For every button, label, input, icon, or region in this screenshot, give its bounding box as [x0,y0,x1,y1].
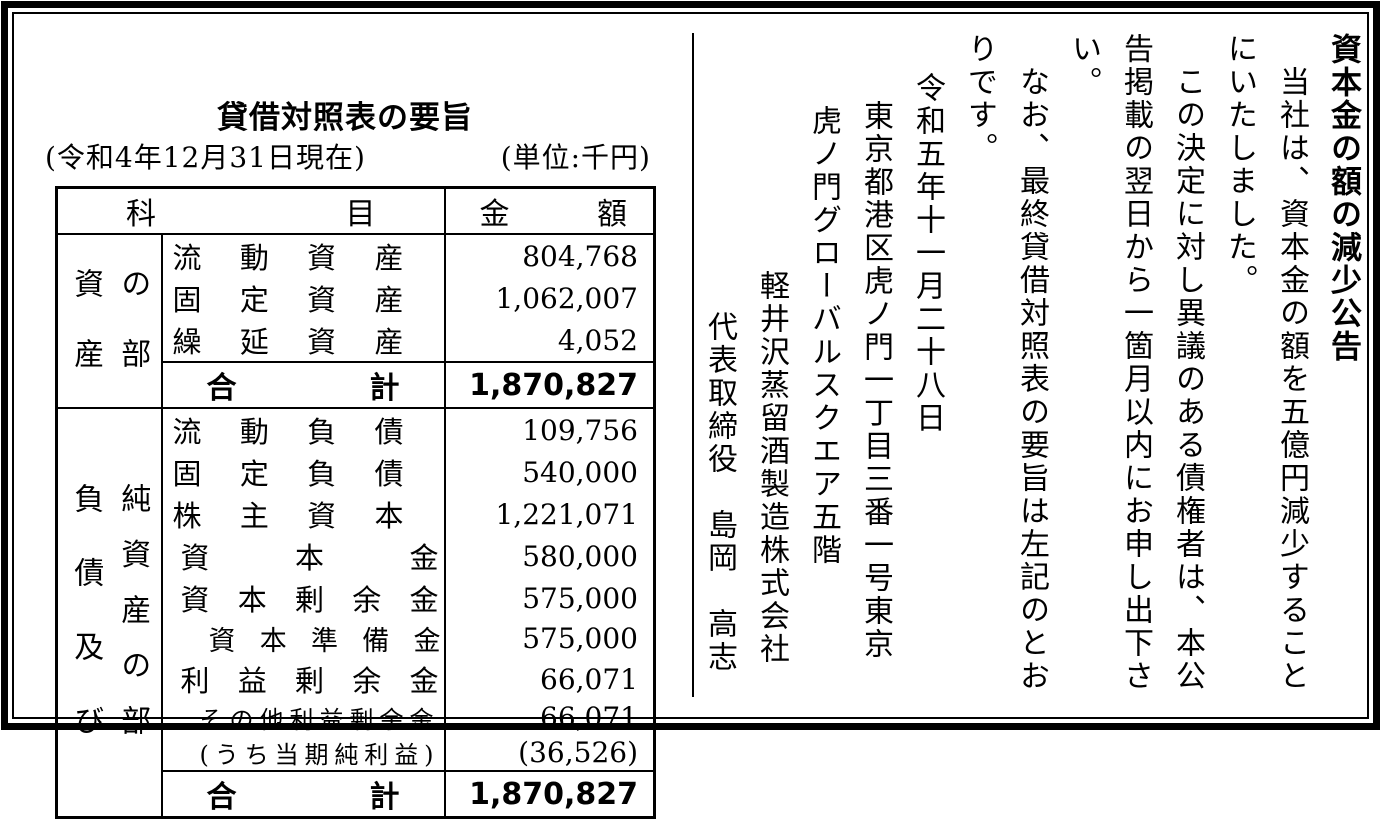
table-row: 固定負債 540,000 [57,451,655,493]
amount-cell: 4,052 [557,323,638,357]
item-cell: (うち当期純利益) [161,735,446,771]
section-label-assets: 資産 の部 [56,234,163,409]
company-name-line: 軽井沢蒸留酒製造株式会社 [754,270,789,666]
amount-cell: 109,756 [522,413,638,447]
item-cell: 繰延資産 [161,319,446,362]
section-label-col: 負債及び [68,483,104,735]
item-cell: 資本剰余金 [161,577,446,619]
vertical-divider-line [692,33,694,697]
amount-cell: 540,000 [522,455,638,489]
table-row: 負債及び 純資産の部 流動負債 109,756 [56,408,655,819]
total-label-cell: 合計 [161,770,446,819]
amount-cell: 580,000 [522,539,638,573]
unit-label: (単位:千円) [500,141,651,174]
amount-cell: 575,000 [522,622,638,655]
balance-sheet-date: (令和4年12月31日現在) [45,141,366,174]
amount-cell: 66,071 [540,662,638,696]
item-cell: 資本金 [161,535,446,577]
section-label-liabilities-net-assets: 負債及び 純資産の部 [56,408,163,819]
item-cell: 流動資産 [161,234,446,277]
table-header-row: 科目 金額 [56,187,655,235]
notice-date-line: 令和五年十一月二十八日 [910,72,945,435]
notice-title: 資本金の額の減少公告 [1325,33,1361,363]
item-cell: 資本準備金 [161,619,446,658]
notice-text-block: 資本金の額の減少公告 当社は、資本金の額を五億円減少すること にいたしました。 … [689,33,1369,709]
item-cell: 株主資本 [161,493,446,535]
header-item-cell: 科目 [56,187,446,235]
table-row: 資産 の部 流動資産 804,768 [56,234,655,409]
notice-line: なお、最終貸借対照表の要旨は左記のとお [1014,66,1049,693]
item-cell: 固定負債 [161,451,446,493]
notice-line: 告掲載の翌日から一箇月以内にお申し出下さ [1118,33,1153,693]
amount-cell: 66,071 [540,701,638,734]
total-label-cell: 合計 [161,361,446,409]
notice-line: 当社は、資本金の額を五億円減少すること [1274,66,1309,693]
amount-cell: 1,221,071 [495,497,638,531]
notice-address-line: 虎ノ門グローバルスクエア五階 [806,105,841,567]
table-row: 資本剰余金 575,000 [57,577,655,619]
notice-line: い。 [1066,33,1101,99]
notice-address-line: 東京都港区虎ノ門一丁目三番一号東京 [858,100,893,661]
table-row: 利益剰余金 66,071 [57,658,655,700]
assets-total-row: 合計 1,870,827 [57,361,655,409]
item-cell: 固定資産 [161,277,446,319]
notice-line: この決定に対し異議のある債権者は、本公 [1170,66,1205,693]
table-row: その他利益剰余金 66,071 [57,700,655,735]
item-cell: 利益剰余金 [161,658,446,700]
notice-line: りです。 [962,33,997,165]
item-cell: 流動負債 [161,408,446,451]
balance-sheet-table: 科目 金額 資産 の部 流動資産 804,768 固定資産 1,062,007 … [55,186,656,819]
balance-sheet-title: 貸借対照表の要旨 [217,100,473,136]
table-row: 固定資産 1,062,007 [57,277,655,319]
section-label-col: 純資産の部 [115,483,151,735]
amount-cell: (36,526) [518,736,638,769]
table-row: 資本準備金 575,000 [57,619,655,658]
amount-cell: 804,768 [522,239,638,273]
amount-cell: 575,000 [522,581,638,615]
balance-sheet-subtitle: (令和4年12月31日現在) (単位:千円) [45,136,651,176]
total-amount-cell: 1,870,827 [444,361,655,409]
total-amount-cell: 1,870,827 [444,770,655,819]
header-amount-cell: 金額 [444,187,655,235]
table-row: 資本金 580,000 [57,535,655,577]
notice-line: にいたしました。 [1222,33,1257,297]
table-row: 株主資本 1,221,071 [57,493,655,535]
table-row: 繰延資産 4,052 [57,319,655,362]
representative-line: 代表取締役 島岡 高志 [702,311,737,674]
section-label-col: 資産 [68,267,104,368]
item-cell: その他利益剰余金 [161,700,446,735]
amount-cell: 1,062,007 [495,281,638,315]
section-label-col: の部 [115,267,151,368]
